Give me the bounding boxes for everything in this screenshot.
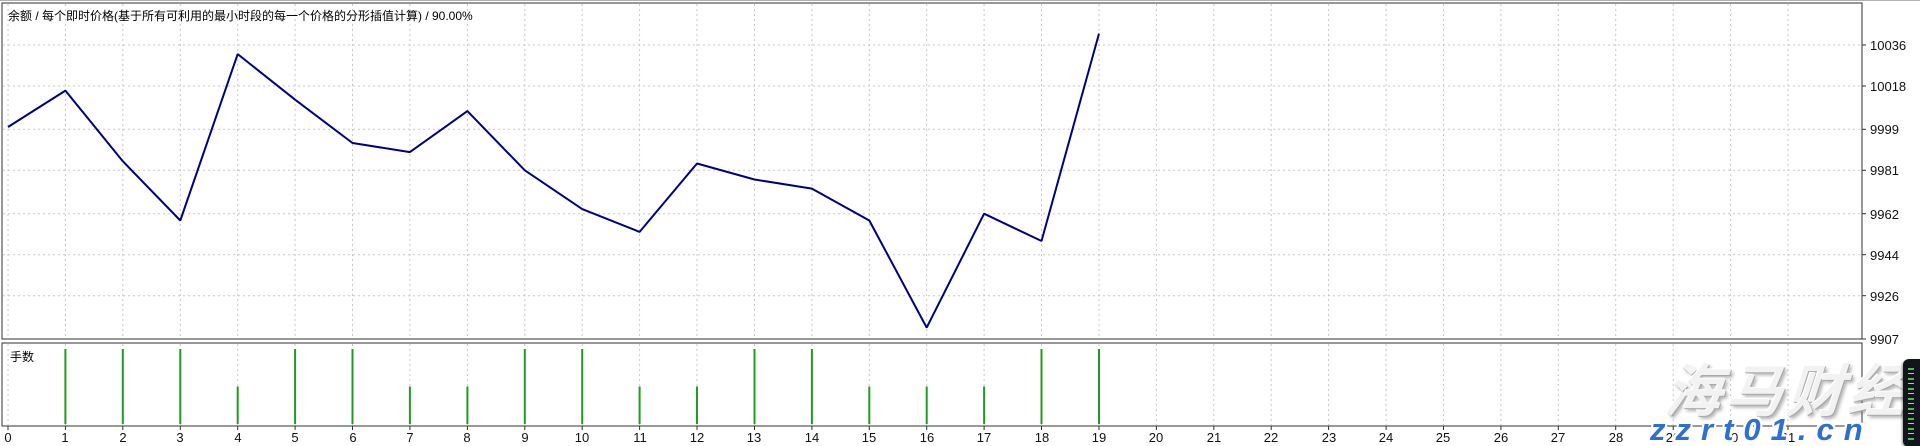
x-axis-label: 10 [574,430,590,445]
y-axis-label: 10018 [1870,79,1907,94]
y-axis-label: 9926 [1870,289,1899,304]
x-axis-label: 24 [1378,430,1394,445]
y-axis-label: 9962 [1870,207,1899,222]
x-axis-label: 4 [234,430,242,445]
x-axis-label: 29 [1665,430,1681,445]
x-axis-label: 20 [1148,430,1164,445]
x-axis-label: 12 [689,430,705,445]
x-axis-label: 7 [406,430,414,445]
x-axis-label: 17 [976,430,992,445]
x-axis-label: 31 [1780,430,1796,445]
x-axis-label: 9 [521,430,529,445]
y-axis-label: 9944 [1870,248,1899,263]
x-axis-label: 3 [176,430,184,445]
x-axis-label: 13 [746,430,762,445]
x-axis-label: 0 [4,430,12,445]
x-axis-label: 15 [861,430,877,445]
x-axis-label: 27 [1550,430,1566,445]
x-axis-label: 16 [919,430,935,445]
chart-title: 余额 / 每个即时价格(基于所有可利用的最小时段的每一个价格的分形插值计算) /… [8,9,473,23]
x-axis-label: 21 [1206,430,1222,445]
x-axis-label: 11 [633,430,647,445]
x-axis-label: 26 [1493,430,1509,445]
watermark-logo-image [1903,359,1920,446]
x-axis-label: 5 [291,430,299,445]
y-axis-label: 9981 [1870,163,1899,178]
x-axis-label: 19 [1091,430,1107,445]
x-axis-label: 22 [1263,430,1279,445]
y-axis-label: 10036 [1870,38,1907,53]
x-axis-label: 2 [119,430,127,445]
x-axis-label: 6 [349,430,357,445]
watermark-site-text: zzrt01.cn [1650,412,1873,446]
x-axis-label: 8 [463,430,471,445]
x-axis-label: 28 [1608,430,1624,445]
x-axis-label: 1 [61,430,69,445]
lots-panel-label: 手数 [10,350,35,364]
x-axis-label: 18 [1034,430,1050,445]
x-axis-label: 23 [1321,430,1337,445]
y-axis-label: 9907 [1870,332,1899,347]
x-axis-label: 30 [1723,430,1739,445]
x-axis-label: 25 [1435,430,1451,445]
x-axis-label: 14 [804,430,820,445]
y-axis-label: 9999 [1870,122,1899,137]
